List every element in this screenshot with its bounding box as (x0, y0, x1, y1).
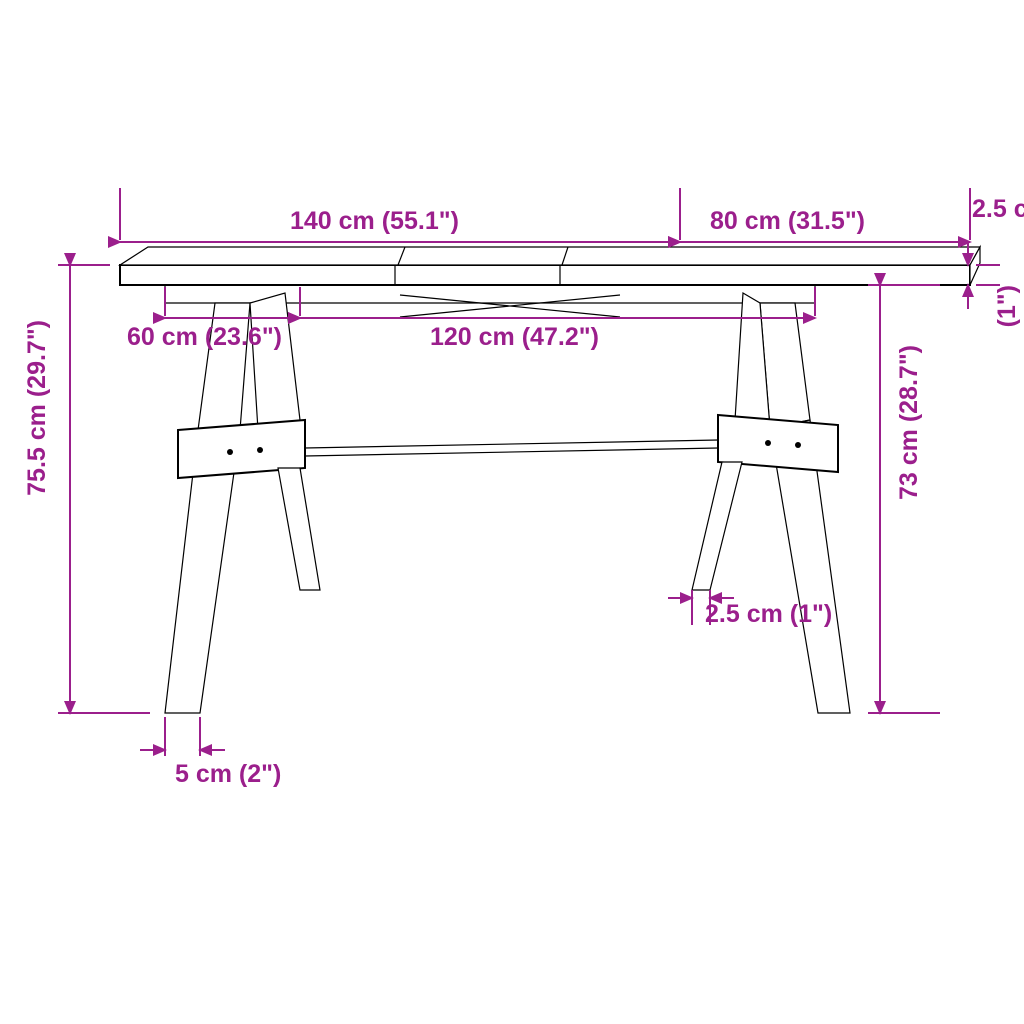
label-leg-width: 5 cm (2") (175, 760, 281, 789)
label-frame-width: 120 cm (47.2") (430, 323, 599, 352)
dimension-drawing (0, 0, 1024, 1024)
label-height-total: 75.5 cm (29.7") (23, 320, 52, 496)
label-thickness-top: 2.5 cm (1") (972, 195, 1024, 224)
label-height-under: 73 cm (28.7") (895, 345, 924, 500)
label-depth-top: 80 cm (31.5") (710, 207, 865, 236)
label-thickness-top-sub: (1") (993, 285, 1022, 327)
label-leg-thickness: 2.5 cm (1") (705, 600, 832, 629)
label-frame-depth: 60 cm (23.6") (127, 323, 282, 352)
label-width-top: 140 cm (55.1") (290, 207, 459, 236)
